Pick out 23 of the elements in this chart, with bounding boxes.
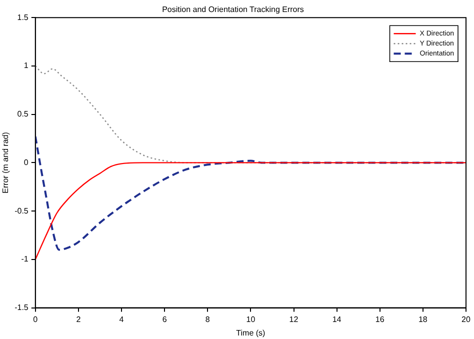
y-tick-label: 1.5	[17, 12, 29, 22]
y-tick-label: 0.5	[17, 110, 29, 119]
x-tick-label: 4	[119, 314, 124, 324]
x-tick-label: 16	[375, 314, 385, 324]
y-tick-label: 1	[24, 61, 29, 70]
line-series	[35, 162, 466, 260]
x-tick-label: 18	[418, 314, 428, 324]
chart-title: Position and Orientation Tracking Errors	[162, 5, 304, 14]
x-tick-label: 8	[205, 314, 210, 324]
y-tick-label: -1	[21, 254, 29, 264]
x-tick-label: 12	[289, 314, 299, 324]
line-series	[35, 136, 466, 251]
x-axis-title: Time (s)	[236, 328, 266, 338]
x-tick-label: 6	[162, 314, 168, 324]
x-tick-label: 2	[76, 314, 82, 324]
y-axis-title: Error (m and rad)	[1, 132, 10, 194]
x-tick-label: 20	[462, 314, 471, 324]
y-tick-label: 0	[24, 158, 29, 167]
y-tick-label: -0.5	[14, 206, 29, 216]
y-tick-label: -1.5	[14, 303, 29, 312]
x-tick-label: 10	[246, 314, 256, 324]
x-tick-label: 14	[332, 314, 342, 324]
x-tick-label: 0	[33, 314, 38, 324]
